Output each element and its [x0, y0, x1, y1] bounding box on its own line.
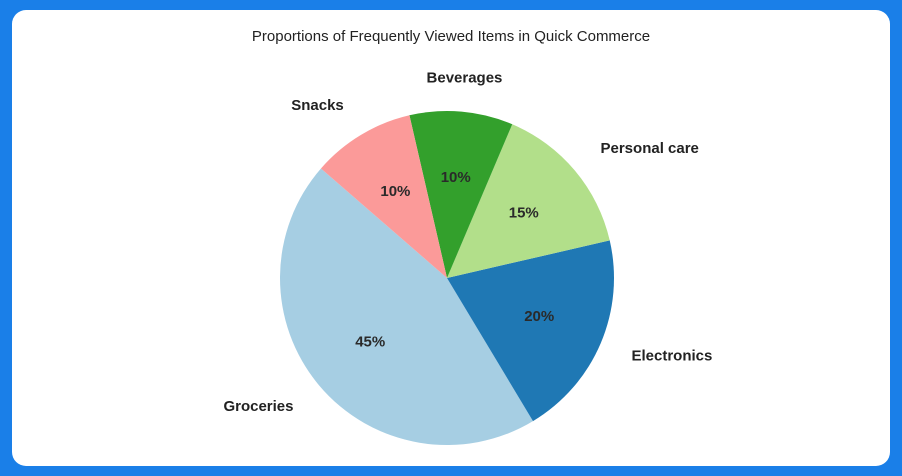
slice-label: Beverages — [427, 69, 503, 86]
pie-slice — [279, 168, 534, 446]
value-label: 45% — [355, 333, 385, 350]
pie-slice — [447, 124, 610, 278]
slice-label: Personal care — [601, 140, 699, 157]
value-label: 10% — [441, 169, 471, 186]
pie-slice — [320, 115, 447, 278]
pie-slice — [447, 240, 614, 422]
chart-title: Proportions of Frequently Viewed Items i… — [252, 28, 650, 45]
value-label: 15% — [509, 205, 539, 222]
value-label: 10% — [380, 183, 410, 200]
pie-slice — [409, 111, 513, 279]
slice-label: Electronics — [631, 347, 712, 364]
value-label: 20% — [524, 308, 554, 325]
slice-label: Groceries — [223, 398, 293, 415]
slice-label: Snacks — [291, 97, 344, 114]
